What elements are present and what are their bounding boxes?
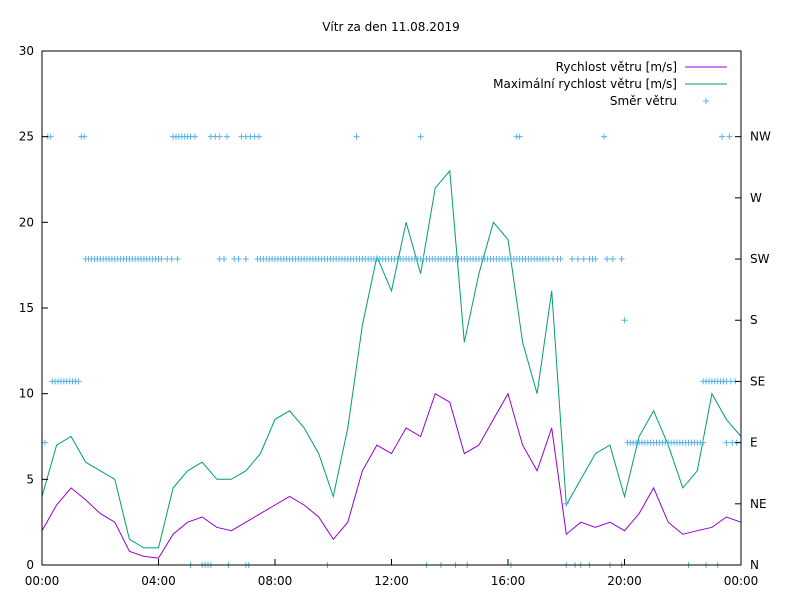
x-tick-label: 00:00 xyxy=(25,574,60,588)
direction-point xyxy=(557,256,564,263)
direction-point xyxy=(417,133,424,140)
y-axis: 0 5 10 15 20 25 30 xyxy=(19,44,48,572)
legend-label: Rychlost větru [m/s] xyxy=(556,60,677,74)
direction-point xyxy=(580,256,587,263)
series-line-1 xyxy=(41,169,742,549)
y2-tick-label: NW xyxy=(750,130,771,144)
direction-point xyxy=(621,317,628,324)
x-tick-label: 12:00 xyxy=(374,574,409,588)
direction-point xyxy=(41,439,48,446)
direction-point xyxy=(719,133,726,140)
direction-point xyxy=(563,500,570,507)
direction-point xyxy=(255,133,262,140)
direction-point xyxy=(700,439,707,446)
y2-axis: N NE E SE S SW W NW xyxy=(735,130,771,572)
y-tick-label: 20 xyxy=(19,215,34,229)
y2-tick-label: E xyxy=(750,436,758,450)
direction-point xyxy=(191,133,198,140)
series-line-0 xyxy=(41,392,742,559)
direction-point xyxy=(569,256,576,263)
y-tick-label: 10 xyxy=(19,387,34,401)
legend-label: Směr větru xyxy=(610,94,677,108)
legend: Rychlost větru [m/s] Maximální rychlost v… xyxy=(493,60,727,108)
y2-tick-label: SE xyxy=(750,374,765,388)
direction-point xyxy=(216,133,223,140)
y-tick-label: 25 xyxy=(19,130,34,144)
chart-title: Vítr za den 11.08.2019 xyxy=(322,20,460,34)
direction-point xyxy=(75,378,82,385)
direction-point xyxy=(574,256,581,263)
y2-tick-label: SW xyxy=(750,252,770,266)
direction-point xyxy=(726,133,733,140)
direction-point xyxy=(242,256,249,263)
x-tick-label: 16:00 xyxy=(491,574,526,588)
x-tick-label: 00:00 xyxy=(724,574,759,588)
direction-point xyxy=(81,133,88,140)
y2-tick-label: N xyxy=(750,558,759,572)
y-tick-label: 0 xyxy=(26,558,34,572)
direction-point xyxy=(47,133,54,140)
direction-point xyxy=(618,256,625,263)
direction-point xyxy=(158,256,165,263)
direction-point xyxy=(516,133,523,140)
direction-point xyxy=(174,256,181,263)
y-tick-label: 5 xyxy=(26,472,34,486)
direction-point xyxy=(221,256,228,263)
y2-tick-label: S xyxy=(750,313,758,327)
direction-point xyxy=(353,133,360,140)
x-axis: 00:00 04:00 08:00 12:00 16:00 20:00 00:00 xyxy=(25,559,759,588)
direction-point xyxy=(609,256,616,263)
x-tick-label: 08:00 xyxy=(258,574,293,588)
y-tick-label: 15 xyxy=(19,301,34,315)
direction-point xyxy=(601,133,608,140)
direction-point xyxy=(168,256,175,263)
legend-swatch xyxy=(703,98,709,104)
direction-point xyxy=(223,133,230,140)
x-tick-label: 20:00 xyxy=(607,574,642,588)
direction-point xyxy=(592,256,599,263)
direction-point xyxy=(604,256,611,263)
y2-tick-label: W xyxy=(750,191,762,205)
direction-point xyxy=(723,439,730,446)
y-tick-label: 30 xyxy=(19,44,34,58)
legend-label: Maximální rychlost větru [m/s] xyxy=(493,77,677,91)
plot-points xyxy=(41,133,740,568)
direction-point xyxy=(235,256,242,263)
y2-tick-label: NE xyxy=(750,497,767,511)
x-tick-label: 04:00 xyxy=(141,574,176,588)
plot-lines xyxy=(41,169,742,559)
